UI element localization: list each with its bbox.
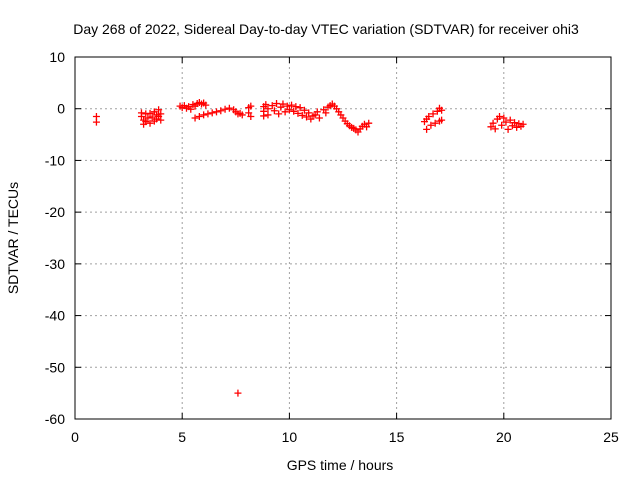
data-point [504, 125, 512, 133]
data-point [213, 108, 221, 116]
data-point [157, 116, 165, 124]
x-tick-label: 5 [178, 429, 186, 445]
data-point [195, 112, 203, 120]
data-point [273, 100, 281, 108]
data-point [296, 104, 304, 112]
data-point [264, 111, 272, 119]
data-point [292, 103, 300, 111]
y-tick-label: -50 [45, 359, 65, 375]
data-point [365, 119, 373, 127]
data-point [221, 105, 229, 113]
x-tick-label: 0 [71, 429, 79, 445]
chart-title: Day 268 of 2022, Sidereal Day-to-day VTE… [73, 21, 579, 37]
data-points [92, 99, 527, 397]
data-point [298, 111, 306, 119]
y-tick-label: -40 [45, 308, 65, 324]
data-point [155, 106, 163, 114]
data-point [491, 125, 499, 133]
plot-frame [74, 56, 612, 420]
data-point [431, 119, 439, 127]
data-point [423, 125, 431, 133]
data-point [275, 110, 283, 118]
data-point [438, 106, 446, 114]
data-point [496, 112, 504, 120]
data-point [502, 118, 510, 126]
y-tick-label: 10 [49, 49, 65, 65]
data-point [264, 105, 272, 113]
data-point [200, 111, 208, 119]
data-point [438, 116, 446, 124]
data-point [157, 110, 165, 118]
data-point [513, 123, 521, 131]
data-point [225, 104, 233, 112]
data-point [313, 108, 321, 116]
x-tick-label: 25 [603, 429, 619, 445]
data-point [279, 100, 287, 108]
y-tick-label: -20 [45, 204, 65, 220]
data-point [519, 120, 527, 128]
data-point [262, 101, 270, 109]
data-point [142, 118, 150, 126]
data-point [363, 123, 371, 131]
data-point [283, 102, 291, 110]
data-point [92, 118, 100, 126]
x-tick-label: 15 [389, 429, 405, 445]
data-point [217, 107, 225, 115]
data-point [281, 108, 289, 116]
data-point [260, 112, 268, 120]
x-tick-label: 10 [282, 429, 298, 445]
data-point [294, 109, 302, 117]
data-point [191, 114, 199, 122]
data-point [303, 113, 311, 121]
data-point [290, 107, 298, 115]
data-point [322, 109, 330, 117]
data-point [146, 119, 154, 127]
y-tick-label: -60 [45, 411, 65, 427]
data-point [500, 114, 508, 122]
data-point [285, 106, 293, 114]
data-point [425, 112, 433, 120]
data-point [202, 101, 210, 109]
data-point [427, 121, 435, 129]
data-point [487, 123, 495, 131]
data-point [511, 119, 519, 127]
data-point [146, 109, 154, 117]
data-point [315, 114, 323, 122]
data-point [137, 112, 145, 120]
x-axis-label: GPS time / hours [287, 457, 394, 473]
data-point [300, 106, 308, 114]
data-point [489, 119, 497, 127]
y-tick-label: 0 [57, 101, 65, 117]
data-point [247, 112, 255, 120]
data-point [288, 101, 296, 109]
data-point [506, 116, 514, 124]
data-point [245, 109, 253, 117]
data-point [268, 102, 276, 110]
y-tick-label: -30 [45, 256, 65, 272]
data-point [247, 102, 255, 110]
x-tick-label: 20 [496, 429, 512, 445]
data-point [208, 109, 216, 117]
data-point [270, 107, 278, 115]
data-point [498, 121, 506, 129]
data-point [187, 105, 195, 113]
data-point [238, 111, 246, 119]
data-point [148, 113, 156, 121]
y-tick-label: -10 [45, 152, 65, 168]
data-point [234, 389, 242, 397]
data-point [204, 110, 212, 118]
data-point [429, 110, 437, 118]
y-axis-label: SDTVAR / TECUs [5, 182, 21, 294]
data-point [305, 109, 313, 117]
data-point [144, 114, 152, 122]
